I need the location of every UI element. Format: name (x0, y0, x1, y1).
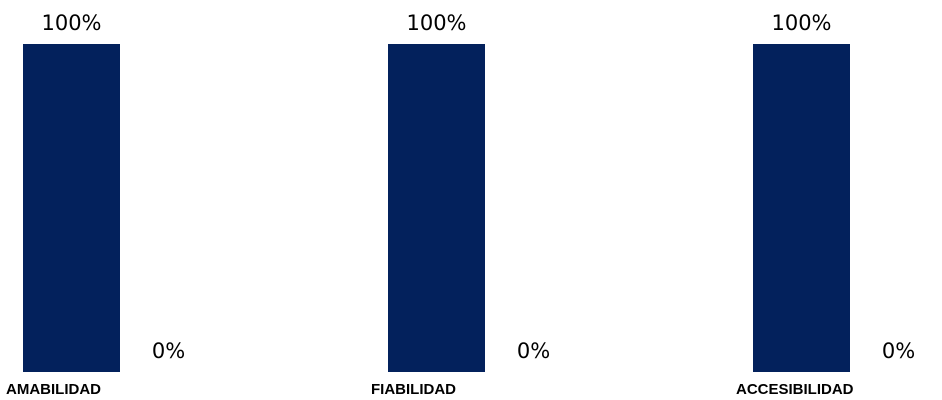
category-label-accesibilidad: ACCESIBILIDAD (736, 381, 854, 398)
data-label-accesibilidad-1: 0% (882, 339, 915, 363)
bars-group (23, 44, 850, 372)
data-label-fiabilidad-0: 100% (406, 11, 466, 35)
category-labels-group: AMABILIDAD FIABILIDAD ACCESIBILIDAD (6, 381, 854, 398)
bar-amabilidad-0 (23, 44, 120, 372)
data-label-amabilidad-0: 100% (41, 11, 101, 35)
value-labels-group: 100% 0% 100% 0% 100% 0% (41, 11, 915, 363)
category-label-fiabilidad: FIABILIDAD (371, 381, 456, 398)
bar-accesibilidad-0 (753, 44, 850, 372)
category-label-amabilidad: AMABILIDAD (6, 381, 101, 398)
data-label-accesibilidad-0: 100% (771, 11, 831, 35)
data-label-fiabilidad-1: 0% (517, 339, 550, 363)
bar-fiabilidad-0 (388, 44, 485, 372)
data-label-amabilidad-1: 0% (152, 339, 185, 363)
